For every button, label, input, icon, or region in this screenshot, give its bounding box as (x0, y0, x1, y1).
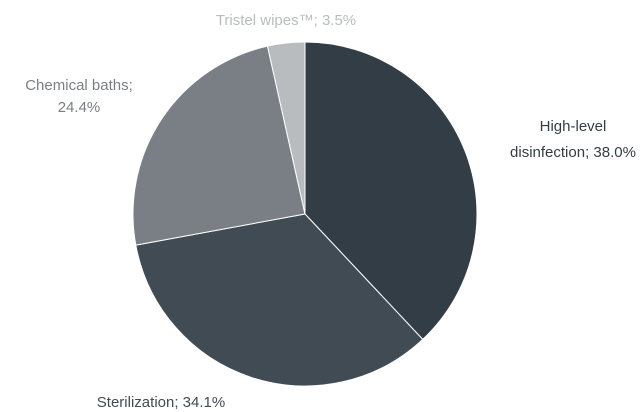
data-label-high-level-disinfection: High-level disinfection; 38.0% (510, 118, 636, 161)
pie-labels: High-level disinfection; 38.0% Sterilizati… (25, 12, 636, 411)
data-label-tristel-wipes: Tristel wipes™; 3.5% (216, 12, 356, 29)
pie-slices (132, 41, 478, 387)
pie-slice-high-level-disinfection (304, 41, 478, 341)
pie-slice-sterilization (135, 213, 424, 387)
data-label-chemical-baths: Chemical baths; 24.4% (25, 77, 133, 116)
pie-slice-tristel-wipes (266, 41, 306, 215)
pie-slice-chemical-baths (132, 45, 306, 246)
data-label-sterilization: Sterilization; 34.1% (97, 394, 225, 411)
